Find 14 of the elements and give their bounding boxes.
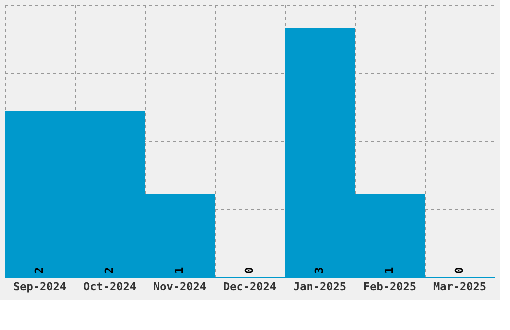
x-tick-label: Nov-2024 (154, 280, 207, 294)
data-label: 1 (383, 267, 396, 274)
x-tick-label: Feb-2025 (364, 280, 416, 294)
x-tick-label: Jan-2025 (294, 280, 346, 294)
data-label: 0 (243, 267, 256, 274)
data-label: 1 (173, 267, 186, 274)
x-tick-label: Oct-2024 (84, 280, 137, 294)
data-label: 2 (33, 267, 46, 274)
data-label: 3 (313, 267, 326, 274)
data-label: 2 (103, 267, 116, 274)
x-tick-label: Mar-2025 (434, 280, 486, 294)
x-tick-label: Dec-2024 (224, 280, 277, 294)
x-tick-label: Sep-2024 (14, 280, 67, 294)
data-label: 0 (453, 267, 466, 274)
